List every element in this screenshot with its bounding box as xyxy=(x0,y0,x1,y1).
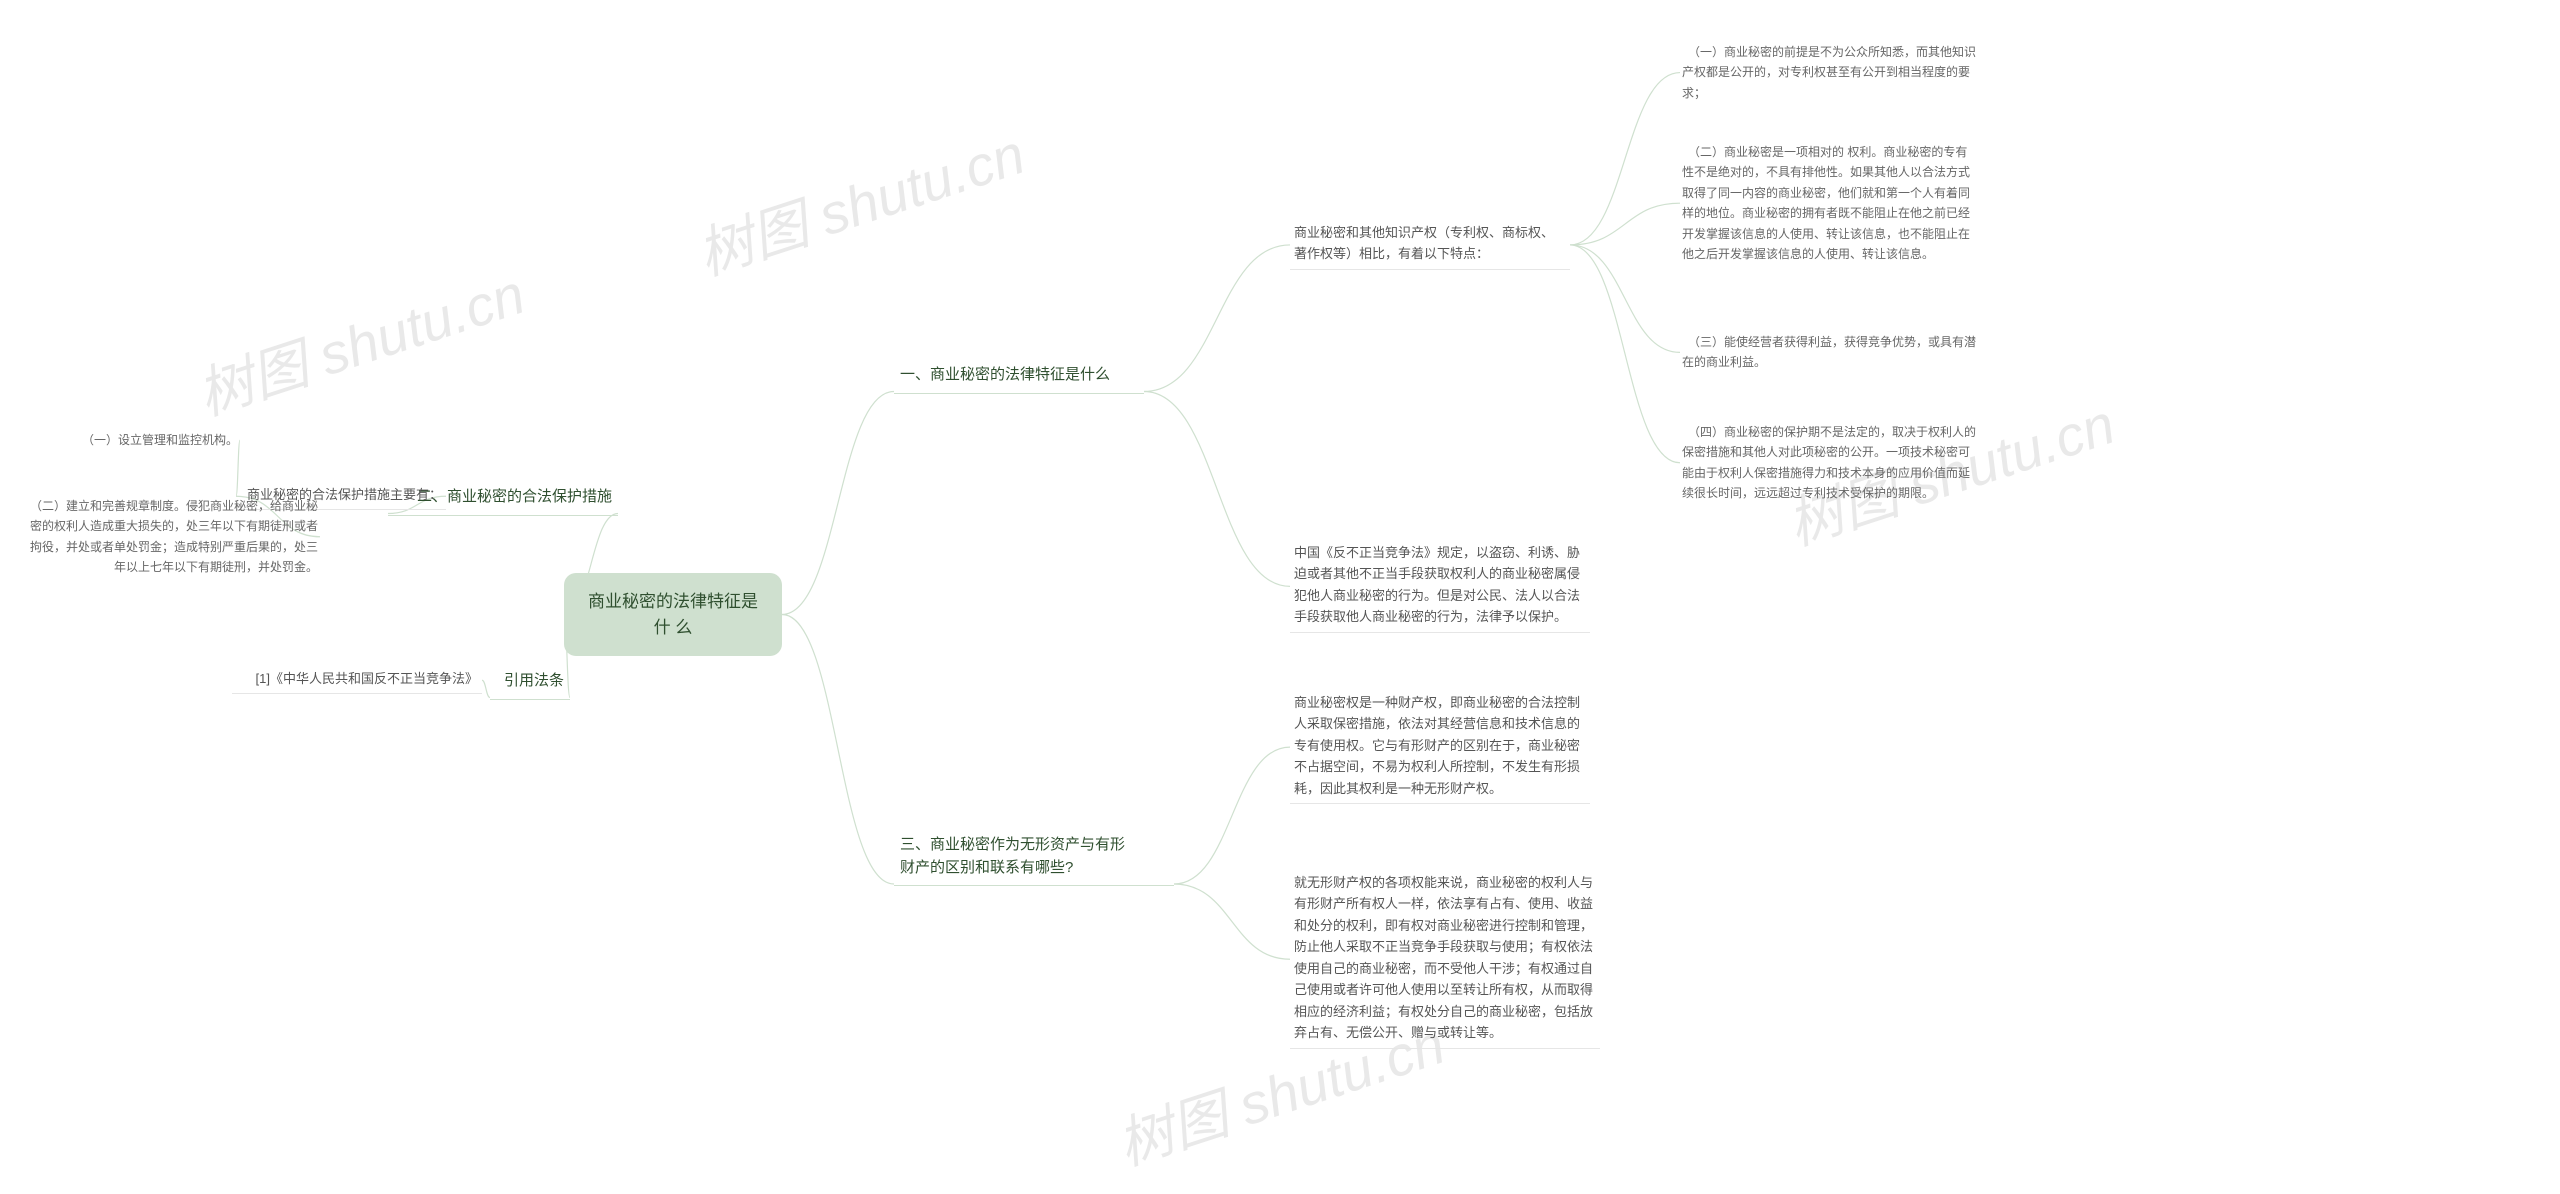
branch-r3-label: 三、商业秘密作为无形资产与有形 财产的区别和联系有哪些? xyxy=(900,836,1125,876)
branch-r1-label: 一、商业秘密的法律特征是什么 xyxy=(900,366,1110,383)
leaf-l2a1-label: （一）设立管理和监控机构。 xyxy=(82,433,238,447)
leaf-r1a4-label: （四）商业秘密的保护期不是法定的，取决于权利人的保密措施和其他人对此项秘密的公开… xyxy=(1682,425,1976,500)
root-node: 商业秘密的法律特征是什 么 xyxy=(564,573,782,656)
leaf-r1a2: （二）商业秘密是一项相对的 权利。商业秘密的专有性不是绝对的，不具有排他性。如果… xyxy=(1680,140,1980,266)
connector xyxy=(1144,392,1290,587)
connector xyxy=(1144,245,1290,392)
leaf-l2a1: （一）设立管理和监控机构。 xyxy=(20,428,240,452)
sub-r1b-label: 中国《反不正当竞争法》规定，以盗窃、利诱、胁迫或者其他不正当手段获取权利人的商业… xyxy=(1294,545,1580,624)
branch-l4-label: 引用法条 xyxy=(504,672,564,689)
leaf-r1a4: （四）商业秘密的保护期不是法定的，取决于权利人的保密措施和其他人对此项秘密的公开… xyxy=(1680,420,1980,506)
connector xyxy=(1570,73,1680,245)
connector xyxy=(782,392,894,615)
sub-r3b: 就无形财产权的各项权能来说，商业秘密的权利人与有形财产所有权人一样，依法享有占有… xyxy=(1290,870,1600,1049)
connector xyxy=(1174,747,1290,884)
connector xyxy=(482,680,490,697)
watermark: 树图 shutu.cn xyxy=(686,110,1034,292)
connector xyxy=(1570,245,1680,463)
connector xyxy=(782,615,894,885)
sub-r1b: 中国《反不正当竞争法》规定，以盗窃、利诱、胁迫或者其他不正当手段获取权利人的商业… xyxy=(1290,540,1590,633)
sub-r1a: 商业秘密和其他知识产权（专利权、商标权、著作权等）相比，有着以下特点： xyxy=(1290,220,1570,270)
branch-r1: 一、商业秘密的法律特征是什么 xyxy=(894,360,1144,394)
connector xyxy=(1174,884,1290,959)
watermark: 树图 shutu.cn xyxy=(186,250,534,432)
link-layer xyxy=(0,0,2560,1194)
leaf-r1a3-label: （三）能使经营者获得利益，获得竞争优势，或具有潜在的商业利益。 xyxy=(1682,335,1976,369)
connector xyxy=(1570,203,1680,245)
sub-l4a: [1]《中华人民共和国反不正当竞争法》 xyxy=(232,666,482,694)
leaf-r1a1: （一）商业秘密的前提是不为公众所知悉，而其他知识产权都是公开的，对专利权甚至有公… xyxy=(1680,40,1980,105)
leaf-r1a3: （三）能使经营者获得利益，获得竞争优势，或具有潜在的商业利益。 xyxy=(1680,330,1980,375)
sub-r3b-label: 就无形财产权的各项权能来说，商业秘密的权利人与有形财产所有权人一样，依法享有占有… xyxy=(1294,875,1593,1040)
sub-r3a-label: 商业秘密权是一种财产权，即商业秘密的合法控制人采取保密措施，依法对其经营信息和技… xyxy=(1294,695,1580,796)
branch-l4: 引用法条 xyxy=(490,666,570,700)
branch-l2-label: 二、商业秘密的合法保护措施 xyxy=(417,488,612,505)
sub-r3a: 商业秘密权是一种财产权，即商业秘密的合法控制人采取保密措施，依法对其经营信息和技… xyxy=(1290,690,1590,804)
leaf-l2a2: （二）建立和完善规章制度。侵犯商业秘密，给商业秘密的权利人造成重大损失的，处三年… xyxy=(20,494,320,580)
root-node-label: 商业秘密的法律特征是什 么 xyxy=(588,592,758,637)
sub-l4a-label: [1]《中华人民共和国反不正当竞争法》 xyxy=(256,671,478,686)
leaf-r1a1-label: （一）商业秘密的前提是不为公众所知悉，而其他知识产权都是公开的，对专利权甚至有公… xyxy=(1682,45,1976,100)
leaf-r1a2-label: （二）商业秘密是一项相对的 权利。商业秘密的专有性不是绝对的，不具有排他性。如果… xyxy=(1682,145,1970,261)
branch-r3: 三、商业秘密作为无形资产与有形 财产的区别和联系有哪些? xyxy=(894,830,1174,886)
sub-r1a-label: 商业秘密和其他知识产权（专利权、商标权、著作权等）相比，有着以下特点： xyxy=(1294,225,1554,261)
mindmap-canvas: 树图 shutu.cn树图 shutu.cn树图 shutu.cn树图 shut… xyxy=(0,0,2560,1194)
leaf-l2a2-label: （二）建立和完善规章制度。侵犯商业秘密，给商业秘密的权利人造成重大损失的，处三年… xyxy=(30,499,318,574)
connector xyxy=(1570,245,1680,352)
